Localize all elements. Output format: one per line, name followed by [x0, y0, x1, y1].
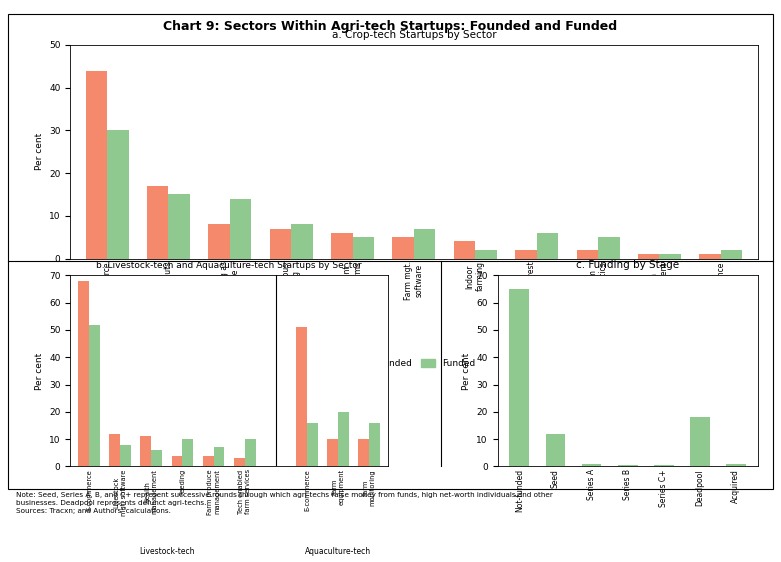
- Bar: [515, 250, 537, 259]
- Bar: [244, 439, 255, 466]
- Bar: [269, 229, 291, 259]
- Bar: [78, 281, 89, 466]
- Bar: [107, 130, 129, 259]
- Y-axis label: Per cent: Per cent: [34, 352, 44, 389]
- Bar: [120, 445, 131, 466]
- Bar: [331, 233, 352, 259]
- Title: b. Livestock-tech and Aquaculture-tech Startups by Sector: b. Livestock-tech and Aquaculture-tech S…: [96, 261, 362, 270]
- Text: Note: Seed, Series A, B, and C+ represent successive rounds through which agri-t: Note: Seed, Series A, B, and C+ represen…: [16, 492, 552, 514]
- Bar: [358, 439, 369, 466]
- Bar: [307, 423, 318, 466]
- Bar: [234, 458, 244, 466]
- Text: Livestock-tech: Livestock-tech: [139, 547, 194, 556]
- Bar: [296, 327, 307, 466]
- Bar: [209, 224, 230, 259]
- Text: Aquaculture-tech: Aquaculture-tech: [305, 547, 371, 556]
- Bar: [576, 250, 598, 259]
- Bar: [369, 423, 380, 466]
- Bar: [86, 71, 107, 259]
- Bar: [230, 199, 251, 259]
- Bar: [721, 250, 742, 259]
- Bar: [152, 450, 162, 466]
- Bar: [598, 237, 619, 259]
- Text: Chart 9: Sectors Within Agri-tech Startups: Founded and Funded: Chart 9: Sectors Within Agri-tech Startu…: [163, 20, 618, 33]
- Bar: [537, 233, 558, 259]
- Bar: [392, 237, 414, 259]
- Bar: [291, 224, 312, 259]
- Bar: [147, 186, 169, 259]
- Bar: [202, 456, 213, 466]
- Bar: [545, 434, 565, 466]
- Bar: [654, 465, 674, 466]
- Bar: [141, 437, 152, 466]
- Bar: [476, 250, 497, 259]
- Bar: [699, 254, 721, 259]
- Bar: [509, 289, 530, 466]
- Bar: [213, 447, 224, 466]
- Bar: [454, 242, 476, 259]
- Bar: [659, 254, 681, 259]
- Bar: [109, 434, 120, 466]
- Bar: [618, 465, 637, 466]
- Bar: [414, 229, 435, 259]
- Bar: [690, 418, 710, 466]
- Bar: [338, 412, 349, 466]
- Bar: [327, 439, 338, 466]
- Bar: [172, 456, 183, 466]
- Title: c. Funding by Stage: c. Funding by Stage: [576, 260, 679, 270]
- Title: a. Crop-tech Startups by Sector: a. Crop-tech Startups by Sector: [332, 30, 496, 40]
- Bar: [352, 237, 374, 259]
- Y-axis label: Per cent: Per cent: [34, 133, 44, 170]
- Legend: Founded, Funded: Founded, Funded: [349, 355, 479, 371]
- Bar: [582, 464, 601, 466]
- Bar: [169, 194, 190, 259]
- Bar: [89, 324, 100, 466]
- Bar: [726, 464, 746, 466]
- Y-axis label: Per cent: Per cent: [462, 352, 471, 389]
- Bar: [183, 439, 194, 466]
- Bar: [638, 254, 659, 259]
